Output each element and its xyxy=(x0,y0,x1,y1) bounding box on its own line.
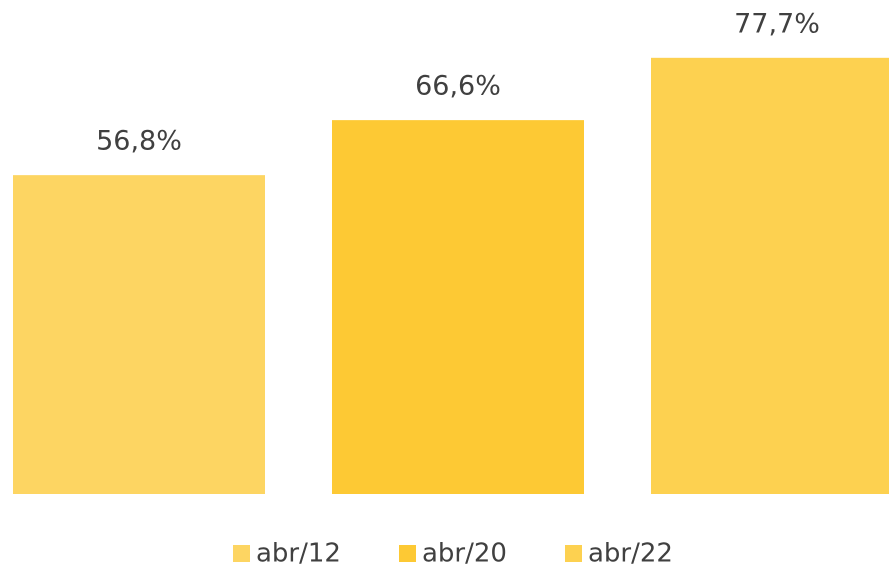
value-label: 66,6% xyxy=(415,71,501,102)
value-label: 56,8% xyxy=(96,126,182,157)
bar xyxy=(651,57,889,494)
legend-label: abr/22 xyxy=(588,539,673,569)
legend-swatch xyxy=(565,545,582,562)
legend-swatch xyxy=(399,545,416,562)
bar xyxy=(13,175,265,495)
legend-label: abr/12 xyxy=(256,539,341,569)
value-label: 77,7% xyxy=(734,8,820,39)
bar xyxy=(332,120,584,494)
legend-swatch xyxy=(233,545,250,562)
legend-label: abr/20 xyxy=(422,539,507,569)
